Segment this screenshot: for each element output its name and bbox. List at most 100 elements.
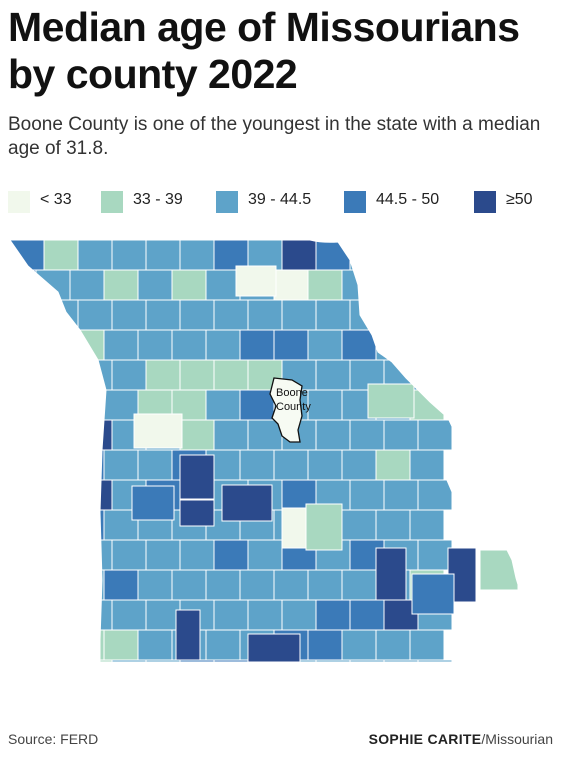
county-polygon: [273, 329, 309, 361]
county-polygon: [10, 389, 37, 421]
county-polygon: [77, 299, 113, 331]
county-polygon: [341, 329, 377, 361]
county-polygon: [315, 240, 351, 271]
county-polygon: [411, 573, 455, 615]
county-polygon: [103, 389, 139, 421]
county-polygon: [179, 454, 215, 500]
county-polygon: [171, 569, 207, 601]
county-polygon: [307, 689, 343, 708]
county-polygon: [10, 240, 45, 271]
county-polygon: [43, 599, 79, 631]
county-polygon: [341, 689, 377, 708]
county-polygon: [367, 383, 415, 419]
county-polygons: [10, 240, 519, 708]
county-polygon: [77, 240, 113, 271]
subtitle: Boone County is one of the youngest in t…: [8, 114, 541, 159]
county-polygon: [375, 329, 411, 361]
legend-label: 44.5 - 50: [376, 191, 440, 208]
county-polygon: [349, 479, 385, 511]
county-polygon: [305, 503, 343, 551]
county-polygon: [383, 299, 419, 331]
source-note: Source: FERD: [8, 731, 99, 747]
county-polygon: [111, 359, 147, 391]
credit-author: SOPHIE CARITE: [368, 731, 482, 747]
county-polygon: [375, 689, 411, 708]
county-polygon: [375, 449, 411, 481]
county-polygon: [273, 449, 309, 481]
county-polygon: [171, 329, 207, 361]
county-polygon: [349, 599, 385, 631]
county-polygon: [10, 269, 37, 301]
county-polygon: [111, 659, 147, 691]
county-polygon: [281, 659, 317, 691]
county-polygon: [247, 599, 283, 631]
county-polygon: [77, 479, 113, 511]
county-polygon: [409, 269, 445, 301]
county-polygon: [137, 689, 173, 708]
county-polygon: [205, 629, 241, 661]
county-polygon: [307, 329, 343, 361]
county-polygon: [239, 329, 275, 361]
county-polygon: [43, 359, 79, 391]
county-polygon: [179, 499, 215, 527]
county-polygon: [69, 629, 105, 661]
county-polygon: [273, 569, 309, 601]
county-polygon: [43, 240, 79, 271]
county-polygon: [77, 539, 113, 571]
county-polygon: [131, 485, 175, 521]
county-polygon: [213, 299, 249, 331]
county-polygon: [239, 449, 275, 481]
legend-label: 33 - 39: [133, 191, 183, 208]
county-polygon: [307, 569, 343, 601]
county-polygon: [375, 509, 411, 541]
legend-label: < 33: [40, 191, 72, 208]
state-outline: [9, 239, 541, 709]
county-polygon: [341, 569, 377, 601]
county-polygon: [145, 299, 181, 331]
county-polygon: [213, 359, 249, 391]
county-polygon: [179, 240, 215, 271]
county-polygon: [69, 569, 105, 601]
county-polygon: [239, 569, 275, 601]
county-polygon: [315, 299, 351, 331]
county-polygon: [69, 449, 105, 481]
county-polygon: [103, 689, 139, 708]
county-polygon: [137, 629, 173, 661]
county-polygon: [239, 389, 275, 421]
county-polygon: [43, 419, 79, 451]
county-polygon: [383, 419, 419, 451]
county-polygon: [35, 689, 71, 708]
legend-swatch: [8, 191, 30, 213]
page-title: Median age of Missourians by county 2022: [8, 4, 520, 97]
county-polygon: [375, 269, 411, 301]
county-polygon: [69, 389, 105, 421]
county-polygon: [145, 539, 181, 571]
county-polygon: [111, 299, 147, 331]
county-polygon: [417, 240, 453, 271]
county-polygon: [111, 599, 147, 631]
county-polygon: [145, 659, 181, 691]
county-polygon: [77, 419, 113, 451]
county-polygon: [103, 629, 139, 661]
county-polygon: [205, 329, 241, 361]
county-polygon: [315, 659, 351, 691]
county-polygon: [247, 299, 283, 331]
county-polygon: [205, 689, 241, 708]
county-polygon: [103, 569, 139, 601]
county-polygon: [349, 659, 385, 691]
county-polygon: [10, 509, 37, 541]
county-polygon: [235, 265, 277, 297]
county-polygon: [349, 240, 385, 271]
county-polygon: [35, 329, 71, 361]
county-polygon: [213, 659, 249, 691]
county-polygon: [10, 539, 45, 571]
county-polygon: [43, 659, 79, 691]
county-polygon: [10, 599, 45, 631]
legend-swatch: [216, 191, 238, 213]
county-polygon: [409, 389, 445, 421]
legend-swatch: [344, 191, 366, 213]
county-polygon: [205, 569, 241, 601]
county-polygon: [417, 299, 453, 331]
county-polygon: [409, 329, 445, 361]
county-polygon: [409, 629, 445, 661]
